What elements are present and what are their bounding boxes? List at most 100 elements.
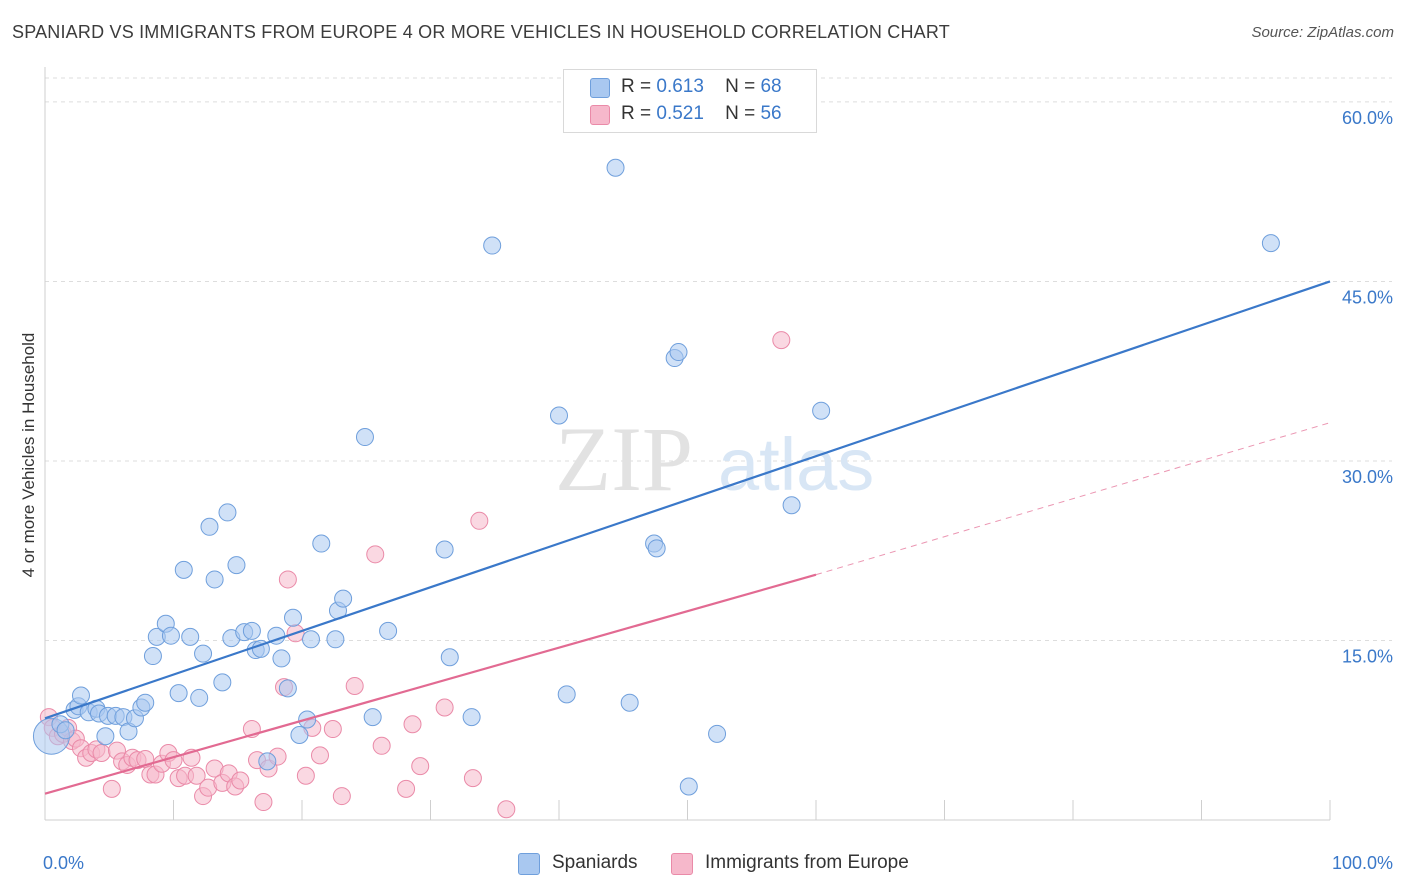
chart-title: SPANIARD VS IMMIGRANTS FROM EUROPE 4 OR … <box>12 22 950 42</box>
data-point-spaniards <box>483 236 502 255</box>
y-tick-label: 45.0% <box>1342 287 1393 307</box>
legend-swatch-pink <box>590 105 610 125</box>
data-point-spaniards <box>218 503 237 522</box>
data-point-immigrants <box>310 746 329 765</box>
y-tick-label: 60.0% <box>1342 108 1393 128</box>
source-label: Source: ZipAtlas.com <box>1251 24 1394 41</box>
data-point-spaniards <box>440 648 459 667</box>
legend-r-value: 0.613 <box>656 76 704 97</box>
legend-r-label: R = <box>621 103 652 124</box>
data-point-immigrants <box>366 545 385 564</box>
data-point-spaniards <box>290 726 309 745</box>
data-point-spaniards <box>136 693 155 712</box>
y-axis-label: 4 or more Vehicles in Household <box>19 333 38 578</box>
data-point-immigrants <box>463 769 482 788</box>
data-point-immigrants <box>397 779 416 798</box>
data-point-spaniards <box>272 649 291 668</box>
data-point-spaniards <box>284 608 303 627</box>
data-point-immigrants <box>187 766 206 785</box>
data-point-spaniards <box>143 647 162 666</box>
trendline-immigrants <box>44 573 817 795</box>
data-point-spaniards <box>56 721 75 740</box>
data-point-spaniards <box>200 517 219 536</box>
axis-layer: 15.0% 30.0% 45.0% 60.0% 0.0% 100.0% <box>43 67 1393 873</box>
data-point-spaniards <box>258 752 277 771</box>
data-point-spaniards <box>363 708 382 727</box>
x-tick-label: 0.0% <box>43 853 84 873</box>
legend-r-label: R = <box>621 76 652 97</box>
data-point-immigrants <box>323 720 342 739</box>
data-point-spaniards <box>679 777 698 796</box>
data-point-immigrants <box>470 511 489 530</box>
data-point-spaniards <box>782 496 801 515</box>
data-point-spaniards <box>242 621 261 640</box>
data-point-immigrants <box>102 779 121 798</box>
data-point-spaniards <box>169 684 188 703</box>
watermark-zip: ZIP <box>555 408 693 510</box>
data-point-immigrants <box>345 676 364 695</box>
y-tick-label: 15.0% <box>1342 646 1393 666</box>
data-point-spaniards <box>96 727 115 746</box>
data-point-immigrants <box>372 736 391 755</box>
grid-layer <box>45 77 1392 641</box>
data-point-spaniards <box>462 708 481 727</box>
data-point-immigrants <box>254 793 273 812</box>
data-point-immigrants <box>278 570 297 589</box>
series-immigrants-from-europe <box>39 331 791 819</box>
data-point-immigrants <box>231 771 250 790</box>
data-point-spaniards <box>334 589 353 608</box>
data-point-immigrants <box>435 698 454 717</box>
legend-r-value: 0.521 <box>656 103 704 124</box>
data-point-spaniards <box>205 570 224 589</box>
data-point-immigrants <box>497 800 516 819</box>
x-tick-label: 100.0% <box>1332 853 1393 873</box>
data-point-spaniards <box>190 688 209 707</box>
series-spaniards <box>32 158 1280 796</box>
data-point-spaniards <box>1261 234 1280 253</box>
legend-n-label: N = <box>725 76 756 97</box>
data-point-immigrants <box>296 766 315 785</box>
bottom-legend-label: Spaniards <box>552 852 638 873</box>
bottom-legend-swatch-pink <box>671 853 693 875</box>
data-point-spaniards <box>355 428 374 447</box>
watermark-atlas: atlas <box>718 423 874 506</box>
data-point-spaniards <box>812 401 831 420</box>
data-point-immigrants <box>164 751 183 770</box>
data-point-spaniards <box>326 630 345 649</box>
data-point-spaniards <box>708 724 727 743</box>
data-point-spaniards <box>606 158 625 177</box>
data-point-spaniards <box>161 626 180 645</box>
data-point-spaniards <box>379 621 398 640</box>
data-point-immigrants <box>411 757 430 776</box>
bottom-legend-label: Immigrants from Europe <box>705 852 909 873</box>
data-point-spaniards <box>194 644 213 663</box>
data-point-immigrants <box>92 743 111 762</box>
legend-n-value: 56 <box>760 103 782 124</box>
data-point-spaniards <box>301 630 320 649</box>
data-point-spaniards <box>435 540 454 559</box>
trendline-spaniards <box>44 280 1331 720</box>
legend-n-label: N = <box>725 103 756 124</box>
data-point-immigrants <box>403 715 422 734</box>
data-point-immigrants <box>772 331 791 350</box>
data-point-spaniards <box>312 534 331 553</box>
y-tick-label: 30.0% <box>1342 467 1393 487</box>
data-point-spaniards <box>227 556 246 575</box>
legend-swatch-blue <box>590 78 610 98</box>
trendline-immigrants-extension <box>815 422 1331 576</box>
data-point-spaniards <box>278 679 297 698</box>
bottom-legend-swatch-blue <box>518 853 540 875</box>
data-point-spaniards <box>213 673 232 692</box>
data-point-immigrants <box>332 787 351 806</box>
data-point-spaniards <box>620 693 639 712</box>
data-point-spaniards <box>550 406 568 425</box>
legend-n-value: 68 <box>760 76 782 97</box>
data-point-spaniards <box>557 685 576 704</box>
trend-layer <box>44 280 1331 795</box>
data-point-spaniards <box>669 343 688 362</box>
data-point-spaniards <box>174 560 193 579</box>
data-point-spaniards <box>647 539 666 558</box>
legend: R = 0.613 N = 68 R = 0.521 N = 56 <box>563 69 817 133</box>
data-point-spaniards <box>181 627 200 646</box>
